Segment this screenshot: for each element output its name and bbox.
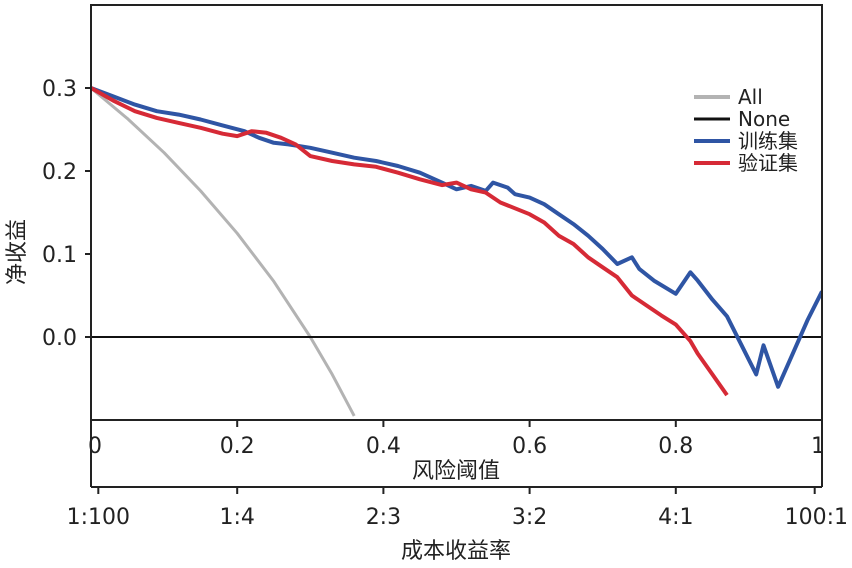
series-group: [91, 86, 822, 417]
legend-label-1: None: [738, 107, 790, 131]
x2-tick-label-2: 2:3: [366, 505, 401, 530]
series-line-3: [91, 86, 729, 397]
x2-tick-label-3: 3:2: [512, 505, 547, 530]
x-axis: 0 0.2 0.4 0.6 0.8 1: [88, 420, 825, 459]
plot-area: [90, 4, 823, 421]
x-tick-label-1: 0.2: [220, 434, 255, 459]
x-tick-label-4: 0.8: [658, 434, 693, 459]
y-tick-label-1: 0.2: [42, 160, 77, 185]
x-axis-title: 风险阈值: [412, 459, 500, 484]
legend-label-2: 训练集: [738, 129, 798, 153]
y-tick-label-3: 0.0: [42, 326, 77, 351]
series-line-2: [91, 86, 822, 389]
x2-tick-label-1: 1:4: [219, 505, 254, 530]
x2-axis: 1:100 1:4 2:3 3:2 4:1 100:1: [67, 420, 848, 530]
x2-axis-title: 成本收益率: [401, 539, 511, 564]
legend-label-0: All: [738, 85, 763, 109]
x-tick-label-2: 0.4: [366, 434, 401, 459]
y-tick-label-0: 0.3: [42, 77, 77, 102]
x2-tick-label-5: 100:1: [785, 505, 848, 530]
series-line-0: [91, 86, 356, 417]
plot-frame: [90, 4, 823, 421]
x-tick-label-3: 0.6: [512, 434, 547, 459]
y-axis: 0.3 0.2 0.1 0.0: [42, 77, 91, 351]
legend-label-3: 验证集: [738, 151, 798, 175]
x2-tick-label-0: 1:100: [67, 505, 130, 530]
x2-tick-label-4: 4:1: [658, 505, 693, 530]
y-tick-label-2: 0.1: [42, 243, 77, 268]
y-axis-title: 净收益: [5, 219, 30, 285]
